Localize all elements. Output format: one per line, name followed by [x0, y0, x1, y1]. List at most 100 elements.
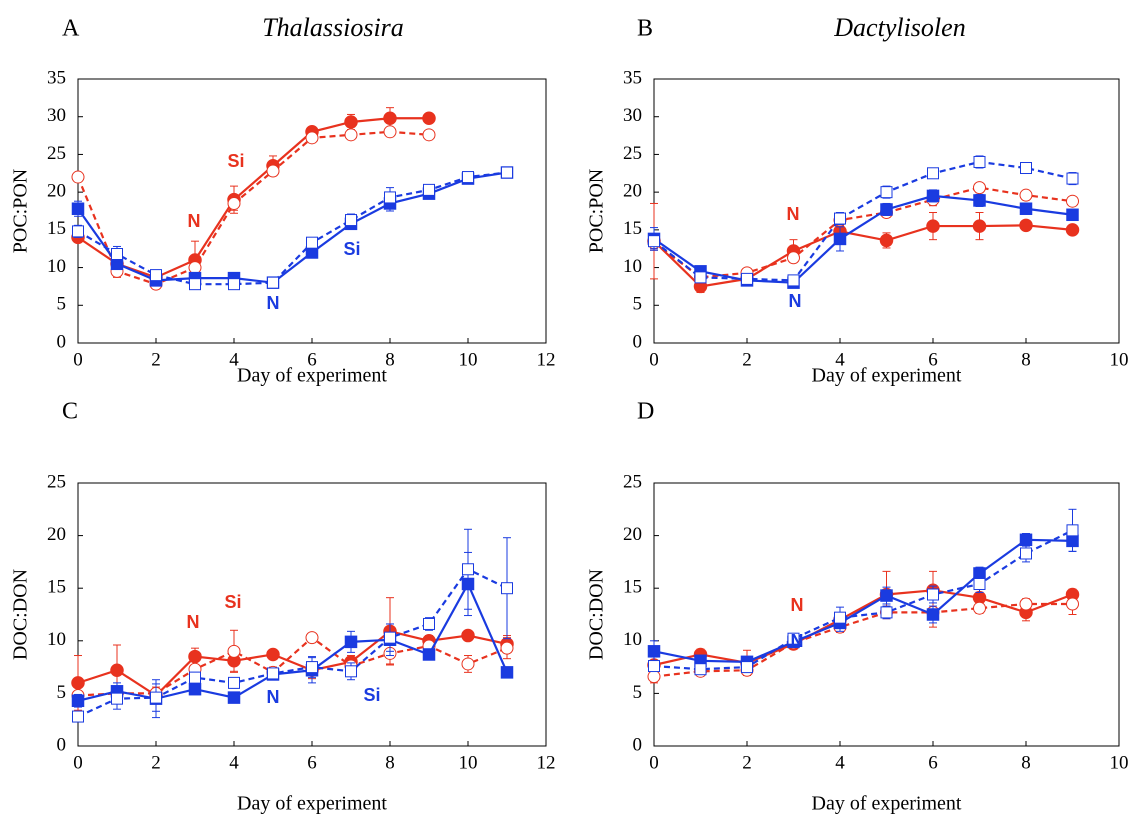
y-tick-label: 20 — [623, 524, 642, 545]
x-tick-label: 6 — [307, 349, 317, 370]
marker — [189, 278, 201, 291]
marker — [927, 167, 939, 180]
marker — [384, 631, 396, 644]
x-tick-label: 0 — [649, 752, 659, 773]
y-tick-label: 10 — [47, 256, 66, 277]
marker — [344, 128, 358, 142]
marker — [973, 577, 986, 590]
x-tick-label: 10 — [459, 349, 478, 370]
marker — [926, 189, 940, 203]
marker — [267, 667, 279, 680]
y-tick-label: 35 — [47, 67, 66, 88]
annotation: Si — [363, 685, 380, 705]
annotation: N — [187, 612, 200, 632]
marker — [1020, 547, 1032, 560]
marker — [266, 647, 280, 662]
marker — [973, 194, 986, 207]
marker — [787, 251, 800, 265]
marker — [461, 628, 475, 643]
marker — [500, 666, 514, 679]
y-axis-label: DOC:DON — [10, 569, 32, 660]
x-tick-label: 8 — [385, 349, 395, 370]
marker — [383, 111, 397, 125]
y-tick-label: 15 — [623, 218, 642, 239]
marker — [1019, 218, 1033, 233]
marker — [1066, 597, 1079, 611]
marker — [228, 676, 240, 689]
x-tick-label: 0 — [73, 752, 83, 773]
x-axis-label: Day of experiment — [237, 365, 387, 387]
y-tick-label: 35 — [623, 67, 642, 88]
y-tick-label: 5 — [633, 682, 643, 703]
y-tick-label: 5 — [633, 294, 643, 315]
panel-title: Thalassiosira — [262, 13, 404, 42]
marker — [188, 682, 202, 696]
marker — [1019, 188, 1033, 202]
marker — [741, 661, 753, 674]
marker — [926, 219, 940, 233]
marker — [227, 196, 241, 210]
marker — [345, 214, 357, 227]
y-tick-label: 20 — [623, 181, 642, 202]
plot-frame — [653, 482, 1120, 747]
marker — [462, 171, 474, 184]
series-line — [653, 602, 1073, 678]
marker — [72, 225, 84, 238]
plot-frame — [77, 482, 547, 747]
marker — [973, 181, 986, 195]
plot-frame — [77, 78, 547, 344]
series-line — [653, 194, 1073, 284]
marker — [71, 170, 85, 184]
marker — [1066, 194, 1079, 208]
x-tick-label: 0 — [649, 349, 659, 370]
x-tick-label: 12 — [537, 752, 556, 773]
marker — [880, 589, 893, 602]
marker — [501, 582, 513, 595]
y-tick-label: 15 — [47, 218, 66, 239]
x-tick-label: 12 — [537, 349, 556, 370]
y-tick-label: 15 — [47, 577, 66, 598]
marker — [150, 269, 162, 282]
marker — [694, 271, 707, 284]
x-axis-label: Day of experiment — [812, 793, 962, 815]
marker — [189, 671, 201, 684]
marker — [1065, 223, 1080, 237]
x-axis-label: Day of experiment — [237, 793, 387, 815]
y-tick-label: 15 — [623, 577, 642, 598]
y-tick-label: 20 — [47, 524, 66, 545]
x-tick-label: 4 — [229, 752, 239, 773]
marker — [110, 663, 124, 678]
y-tick-label: 25 — [623, 471, 642, 492]
x-tick-label: 2 — [742, 349, 752, 370]
x-tick-label: 6 — [307, 752, 317, 773]
y-tick-label: 20 — [47, 181, 66, 202]
marker — [111, 692, 123, 705]
annotation: Si — [227, 151, 244, 171]
series-line — [653, 589, 1073, 667]
panel: C Day of experiment DOC:DON 0 2 4 6 8 10 12 0 5 10 15… — [10, 399, 556, 815]
marker — [501, 166, 513, 179]
x-tick-label: 2 — [742, 752, 752, 773]
marker — [384, 191, 396, 204]
marker — [648, 660, 660, 673]
x-tick-label: 8 — [1021, 752, 1031, 773]
marker — [741, 272, 753, 285]
y-tick-label: 0 — [57, 734, 67, 755]
marker — [1066, 172, 1079, 185]
marker — [422, 128, 436, 142]
marker — [973, 155, 986, 168]
marker — [228, 278, 240, 291]
series-line — [77, 581, 509, 702]
y-tick-label: 25 — [623, 143, 642, 164]
series-line — [77, 171, 508, 284]
marker — [423, 183, 435, 196]
series-line — [77, 171, 508, 286]
panel-title: Dactylisolen — [833, 13, 965, 42]
marker — [880, 203, 893, 216]
marker — [787, 274, 800, 287]
x-tick-label: 4 — [835, 349, 845, 370]
y-tick-label: 0 — [633, 734, 643, 755]
annotation: N — [791, 631, 804, 651]
marker — [305, 631, 319, 645]
annotation: Si — [343, 239, 360, 259]
